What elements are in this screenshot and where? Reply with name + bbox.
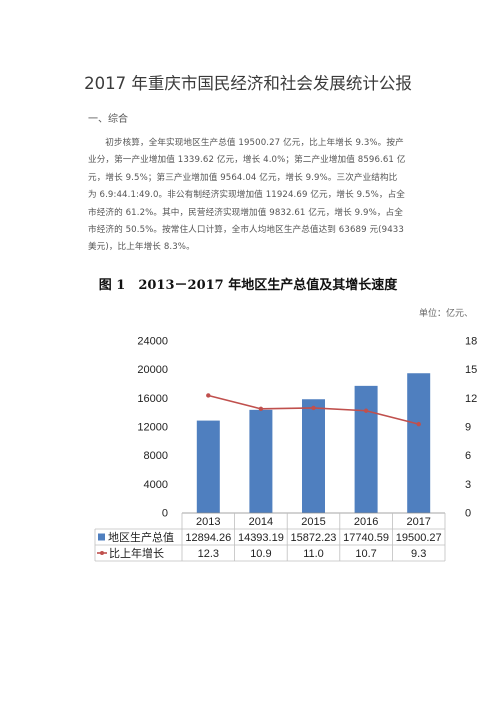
x-tick-label: 2013 bbox=[196, 516, 220, 528]
y-left-tick-label: 16000 bbox=[137, 393, 168, 405]
legend-label-growth: 比上年增长 bbox=[109, 546, 164, 560]
y-right-tick-label: 15 bbox=[465, 364, 477, 376]
unit-label: 单位：亿元、 bbox=[419, 309, 474, 319]
x-tick-label: 2014 bbox=[249, 516, 273, 528]
bar-gdp bbox=[196, 420, 220, 513]
y-left-tick-label: 0 bbox=[162, 508, 168, 520]
x-tick-label: 2016 bbox=[354, 516, 378, 528]
table-cell-gdp: 19500.27 bbox=[396, 532, 442, 544]
marker-growth bbox=[416, 421, 421, 427]
y-left-tick-label: 24000 bbox=[137, 336, 168, 348]
y-left-tick-label: 8000 bbox=[144, 450, 168, 462]
bar-gdp bbox=[354, 385, 378, 513]
marker-growth bbox=[258, 406, 264, 412]
table-cell-growth: 9.3 bbox=[411, 548, 426, 560]
y-left-tick-label: 12000 bbox=[137, 422, 168, 434]
y-left-tick-label: 20000 bbox=[137, 364, 168, 376]
y-right-tick-label: 6 bbox=[465, 450, 471, 462]
legend-key-gdp bbox=[98, 533, 105, 541]
x-tick-label: 2017 bbox=[406, 516, 430, 528]
bar-gdp bbox=[302, 399, 325, 513]
figure-title: 图 1 2013－2017 年地区生产总值及其增长速度 bbox=[98, 278, 398, 293]
table-cell-gdp: 12894.26 bbox=[185, 532, 231, 544]
table-cell-growth: 10.7 bbox=[355, 548, 376, 560]
document-title: 2017 年重庆市国民经济和社会发展统计公报 bbox=[84, 74, 412, 93]
y-left-tick-label: 4000 bbox=[144, 479, 168, 491]
x-tick-label: 2015 bbox=[301, 516, 325, 528]
table-cell-gdp: 17740.59 bbox=[343, 532, 389, 544]
table-cell-growth: 11.0 bbox=[303, 548, 324, 560]
y-right-tick-label: 3 bbox=[465, 479, 471, 491]
marker-growth bbox=[206, 393, 211, 398]
y-right-tick-label: 0 bbox=[465, 508, 471, 520]
summary-paragraph: 初步核算，全年实现地区生产总值 19500.27 亿元，比上年增长 9.3%。按… bbox=[88, 138, 406, 253]
bar-gdp bbox=[407, 373, 431, 513]
legend-key-growth-marker bbox=[100, 551, 104, 555]
table-cell-growth: 12.3 bbox=[198, 548, 219, 560]
bar-gdp bbox=[249, 409, 273, 513]
table-cell-growth: 10.9 bbox=[250, 548, 271, 560]
marker-growth bbox=[363, 408, 369, 413]
y-right-tick-label: 12 bbox=[465, 393, 477, 405]
legend-label-gdp: 地区生产总值 bbox=[108, 530, 174, 544]
table-cell-gdp: 15872.23 bbox=[291, 532, 337, 544]
section-heading: 一、综合 bbox=[88, 114, 128, 125]
y-right-tick-label: 18 bbox=[465, 336, 477, 348]
marker-growth bbox=[311, 405, 316, 411]
table-cell-gdp: 14393.19 bbox=[238, 532, 284, 544]
y-right-tick-label: 9 bbox=[465, 422, 471, 434]
